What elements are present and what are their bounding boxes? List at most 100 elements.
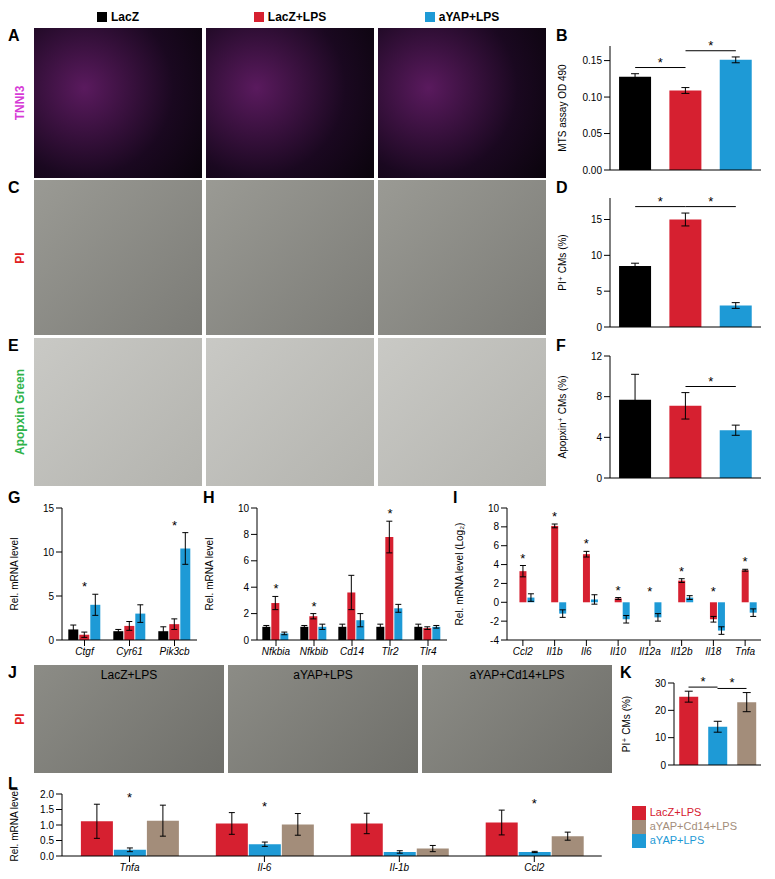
svg-text:1.5: 1.5 <box>40 804 54 815</box>
svg-text:5: 5 <box>596 286 602 297</box>
svg-text:Ccl2: Ccl2 <box>524 862 544 873</box>
svg-text:4: 4 <box>243 582 249 593</box>
svg-text:15: 15 <box>591 214 603 225</box>
svg-text:8: 8 <box>493 521 499 532</box>
svg-text:2: 2 <box>493 578 499 589</box>
svg-text:Cd14: Cd14 <box>340 646 364 657</box>
svg-text:5: 5 <box>48 591 54 602</box>
svg-text:*: * <box>711 584 716 599</box>
svg-text:0.00: 0.00 <box>583 165 603 176</box>
svg-text:10: 10 <box>238 503 250 514</box>
svg-text:Pik3cb: Pik3cb <box>159 646 189 657</box>
svg-text:*: * <box>708 194 713 209</box>
svg-text:Ctgf: Ctgf <box>75 646 95 657</box>
svg-text:*: * <box>616 583 621 598</box>
svg-text:Tlr4: Tlr4 <box>419 646 437 657</box>
svg-text:Tlr2: Tlr2 <box>381 646 399 657</box>
svg-text:0: 0 <box>596 322 602 333</box>
svg-text:*: * <box>82 579 87 594</box>
svg-text:*: * <box>700 674 705 689</box>
html-text:aYAP+Cd14+LPS: aYAP+Cd14+LPS <box>469 668 565 682</box>
svg-text:0: 0 <box>660 760 666 771</box>
html-text:TNNI3: TNNI3 <box>13 85 27 121</box>
svg-text:0: 0 <box>596 473 602 484</box>
html-text:Apopxin Green: Apopxin Green <box>13 369 27 455</box>
svg-text:Apopxin⁺ CMs (%): Apopxin⁺ CMs (%) <box>557 375 568 458</box>
svg-text:Ccl2: Ccl2 <box>513 646 533 657</box>
svg-text:PI⁺ CMs (%): PI⁺ CMs (%) <box>621 696 632 752</box>
svg-text:*: * <box>532 796 537 811</box>
svg-text:*: * <box>743 554 748 569</box>
svg-text:Il-6: Il-6 <box>257 862 271 873</box>
svg-text:Rel. mRNA level: Rel. mRNA level <box>9 789 20 862</box>
svg-text:Tnfa: Tnfa <box>119 862 139 873</box>
html-text:PI: PI <box>13 251 27 264</box>
svg-text:*: * <box>552 509 557 524</box>
svg-text:*: * <box>172 518 177 533</box>
svg-text:10: 10 <box>591 250 603 261</box>
svg-text:4: 4 <box>596 432 602 443</box>
svg-text:6: 6 <box>493 540 499 551</box>
svg-text:10: 10 <box>43 547 55 558</box>
svg-text:Rel. mRNA level (Log₂): Rel. mRNA level (Log₂) <box>454 523 465 626</box>
svg-text:0: 0 <box>48 635 54 646</box>
html-text:aYAP+LPS: aYAP+LPS <box>293 668 353 682</box>
svg-text:Nfkbib: Nfkbib <box>300 646 329 657</box>
svg-text:Il6: Il6 <box>581 646 592 657</box>
svg-text:Cyr61: Cyr61 <box>116 646 143 657</box>
svg-text:-2: -2 <box>490 616 499 627</box>
html-text:LacZ: LacZ <box>111 10 139 24</box>
svg-text:0.0: 0.0 <box>40 851 54 862</box>
html-text:LacZ+LPS: LacZ+LPS <box>267 10 327 24</box>
svg-text:0.05: 0.05 <box>583 128 603 139</box>
svg-text:*: * <box>647 584 652 599</box>
svg-text:0: 0 <box>493 597 499 608</box>
svg-text:10: 10 <box>655 732 667 743</box>
svg-text:2.0: 2.0 <box>40 789 54 800</box>
svg-text:8: 8 <box>243 529 249 540</box>
svg-text:Tnfa: Tnfa <box>735 646 755 657</box>
svg-text:0.15: 0.15 <box>583 55 603 66</box>
svg-text:*: * <box>708 374 713 389</box>
svg-text:Il12a: Il12a <box>639 646 661 657</box>
svg-text:*: * <box>127 790 132 805</box>
svg-text:*: * <box>729 675 734 690</box>
html-text:G: G <box>8 489 21 506</box>
svg-text:-4: -4 <box>490 635 499 646</box>
svg-text:0.5: 0.5 <box>40 835 54 846</box>
svg-text:2: 2 <box>243 608 249 619</box>
svg-text:Il1b: Il1b <box>547 646 564 657</box>
svg-text:1.0: 1.0 <box>40 820 54 831</box>
svg-text:*: * <box>262 799 267 814</box>
svg-text:PI⁺ CMs (%): PI⁺ CMs (%) <box>557 234 568 290</box>
svg-text:20: 20 <box>655 705 667 716</box>
svg-text:Rel. mRNA level: Rel. mRNA level <box>204 538 215 611</box>
svg-text:Nfkbia: Nfkbia <box>262 646 291 657</box>
svg-text:*: * <box>658 194 663 209</box>
svg-text:4: 4 <box>493 559 499 570</box>
svg-text:0: 0 <box>243 635 249 646</box>
svg-text:*: * <box>311 599 316 614</box>
svg-text:Il-1b: Il-1b <box>390 862 410 873</box>
svg-text:Il12b: Il12b <box>671 646 693 657</box>
html-text:LacZ+LPS: LacZ+LPS <box>100 668 158 682</box>
svg-text:*: * <box>387 506 392 521</box>
svg-text:*: * <box>679 564 684 579</box>
svg-text:*: * <box>708 38 713 53</box>
svg-text:*: * <box>584 536 589 551</box>
svg-text:15: 15 <box>43 503 55 514</box>
svg-text:Il10: Il10 <box>610 646 627 657</box>
svg-text:0.10: 0.10 <box>583 92 603 103</box>
svg-text:8: 8 <box>596 391 602 402</box>
svg-text:*: * <box>658 55 663 70</box>
svg-text:*: * <box>273 581 278 596</box>
svg-text:Il18: Il18 <box>705 646 722 657</box>
svg-text:6: 6 <box>243 555 249 566</box>
html-text:aYAP+LPS: aYAP+LPS <box>438 10 500 24</box>
svg-text:12: 12 <box>591 351 603 362</box>
svg-text:MTS assay OD 490: MTS assay OD 490 <box>557 64 568 152</box>
svg-text:30: 30 <box>655 678 667 689</box>
svg-text:*: * <box>520 551 525 566</box>
svg-text:10: 10 <box>488 503 500 514</box>
svg-text:Rel. mRNA level: Rel. mRNA level <box>9 538 20 611</box>
